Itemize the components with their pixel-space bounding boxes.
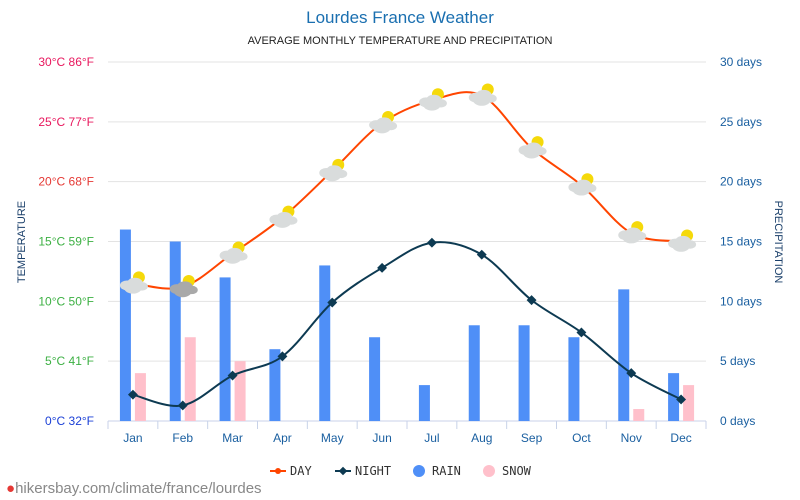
legend-day-marker — [275, 468, 281, 474]
right-tick-label: 0 days — [720, 414, 755, 428]
rain-bar — [369, 337, 381, 421]
weather-icon — [269, 205, 298, 228]
x-tick-label: Feb — [172, 431, 193, 445]
weather-icon — [568, 173, 597, 196]
rain-bar — [618, 289, 630, 421]
x-tick-label: Apr — [273, 431, 292, 445]
right-tick-label: 10 days — [720, 294, 762, 308]
source-link[interactable]: ●hikersbay.com/climate/france/lourdes — [6, 480, 262, 497]
right-tick-label: 15 days — [720, 235, 762, 249]
right-tick-label: 5 days — [720, 354, 755, 368]
chart-subtitle: AVERAGE MONTHLY TEMPERATURE AND PRECIPIT… — [247, 35, 553, 47]
y-axis-title-left: TEMPERATURE — [16, 201, 28, 283]
x-tick-label: Sep — [521, 431, 543, 445]
left-tick-label: 20°C 68°F — [38, 175, 94, 189]
pin-icon: ● — [6, 480, 16, 497]
rain-bar — [119, 229, 131, 421]
weather-icon — [219, 241, 248, 264]
chart-title: Lourdes France Weather — [306, 8, 494, 27]
left-tick-label: 10°C 50°F — [38, 294, 94, 308]
weather-icon — [518, 136, 547, 159]
x-tick-label: Dec — [670, 431, 691, 445]
snow-bar — [234, 361, 246, 421]
x-tick-label: Jul — [424, 431, 439, 445]
rain-bar — [219, 277, 231, 421]
legend-day-label: DAY — [290, 464, 312, 478]
night-point — [127, 389, 138, 400]
right-tick-label: 30 days — [720, 55, 762, 69]
night-point — [476, 249, 487, 260]
left-tick-label: 0°C 32°F — [45, 414, 94, 428]
snow-bar — [633, 409, 645, 421]
night-point — [277, 351, 288, 362]
x-tick-label: Jun — [372, 431, 391, 445]
x-tick-label: Jan — [123, 431, 142, 445]
night-point — [227, 370, 238, 381]
left-tick-label: 15°C 59°F — [38, 235, 94, 249]
night-point — [377, 262, 388, 273]
rain-bar — [468, 325, 480, 421]
left-tick-label: 25°C 77°F — [38, 115, 94, 129]
weather-icon — [418, 88, 447, 111]
night-point — [177, 400, 188, 411]
legend-rain-label: RAIN — [432, 464, 461, 478]
weather-icon — [668, 229, 697, 252]
night-point — [526, 295, 537, 306]
right-tick-label: 25 days — [720, 115, 762, 129]
x-tick-label: Nov — [621, 431, 642, 445]
right-tick-label: 20 days — [720, 175, 762, 189]
weather-icon — [319, 158, 348, 182]
legend-rain-marker — [413, 465, 425, 477]
rain-bar — [418, 385, 430, 421]
night-point — [626, 368, 637, 379]
rain-bar — [269, 349, 281, 421]
snow-bar — [683, 385, 695, 421]
rain-bar — [668, 373, 680, 421]
rain-bar — [169, 241, 181, 421]
night-point — [576, 327, 587, 338]
weather-icon — [169, 274, 198, 298]
night-point — [426, 237, 437, 248]
weather-icon — [468, 83, 497, 106]
weather-icon — [119, 271, 148, 294]
y-axis-title-right: PRECIPITATION — [772, 201, 784, 284]
legend-snow-marker — [483, 465, 495, 477]
legend-night-label: NIGHT — [355, 464, 391, 478]
x-tick-label: Mar — [222, 431, 243, 445]
weather-icon — [369, 111, 398, 134]
left-tick-label: 30°C 86°F — [38, 55, 94, 69]
left-tick-label: 5°C 41°F — [45, 354, 94, 368]
x-tick-label: Oct — [572, 431, 591, 445]
legend-snow-label: SNOW — [502, 464, 532, 478]
night-point — [327, 297, 338, 308]
night-point — [676, 394, 687, 405]
source-url: hikersbay.com/climate/france/lourdes — [15, 480, 262, 497]
rain-bar — [319, 265, 331, 421]
weather-icon — [618, 221, 647, 244]
legend-night-marker — [338, 466, 348, 476]
snow-bar — [184, 337, 196, 421]
rain-bar — [568, 337, 580, 421]
x-tick-label: May — [321, 431, 344, 445]
x-tick-label: Aug — [471, 431, 492, 445]
rain-bar — [518, 325, 530, 421]
